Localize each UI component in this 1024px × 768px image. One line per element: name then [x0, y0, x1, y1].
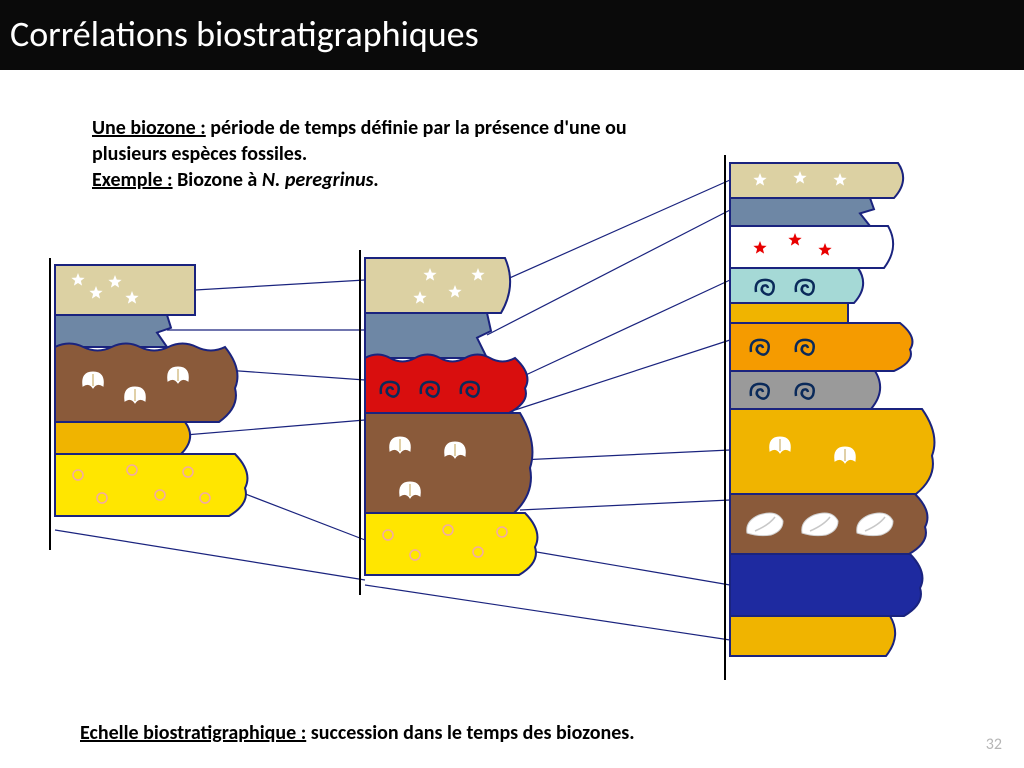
stratum-c3-white: [730, 226, 893, 268]
stratum-c1-blueg: [55, 315, 171, 347]
stratum-c3-amber3: [730, 616, 895, 656]
stratum-c1-yellow: [55, 454, 247, 516]
stratum-c2-brown: [365, 413, 532, 513]
stratum-c3-blueg: [730, 198, 874, 226]
stratum-c3-amber1: [730, 303, 848, 323]
stratum-c2-yellow: [365, 513, 537, 575]
stratum-c1-beige: [55, 265, 195, 315]
stratum-c3-amber2: [730, 409, 934, 494]
stratum-c3-beige: [730, 163, 903, 198]
stratum-c3-dblue: [730, 554, 922, 616]
stratigraphic-diagram: [0, 0, 1024, 768]
stratum-c2-blueg: [365, 313, 491, 358]
stratum-c2-beige: [365, 258, 510, 313]
stratum-c1-amber: [55, 422, 190, 454]
stratum-c2-red: [365, 355, 527, 414]
